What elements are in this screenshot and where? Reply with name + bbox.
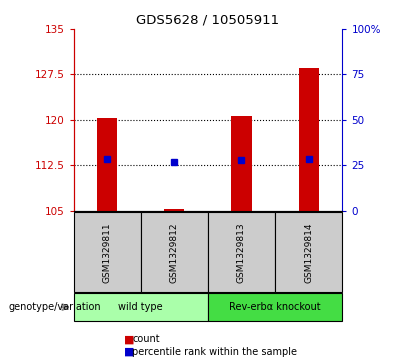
Text: GSM1329811: GSM1329811 — [102, 222, 112, 283]
Text: GSM1329813: GSM1329813 — [237, 222, 246, 283]
Text: Rev-erbα knockout: Rev-erbα knockout — [229, 302, 321, 312]
Text: GSM1329812: GSM1329812 — [170, 222, 179, 282]
Text: ■: ■ — [124, 334, 134, 344]
Text: percentile rank within the sample: percentile rank within the sample — [132, 347, 297, 357]
Text: genotype/variation: genotype/variation — [8, 302, 101, 312]
Text: ■: ■ — [124, 347, 134, 357]
Bar — [299, 68, 319, 211]
Text: wild type: wild type — [118, 302, 163, 312]
Title: GDS5628 / 10505911: GDS5628 / 10505911 — [136, 13, 279, 26]
Bar — [231, 116, 252, 211]
Text: GSM1329814: GSM1329814 — [304, 222, 313, 282]
Bar — [164, 209, 184, 211]
Text: count: count — [132, 334, 160, 344]
Bar — [97, 118, 117, 211]
